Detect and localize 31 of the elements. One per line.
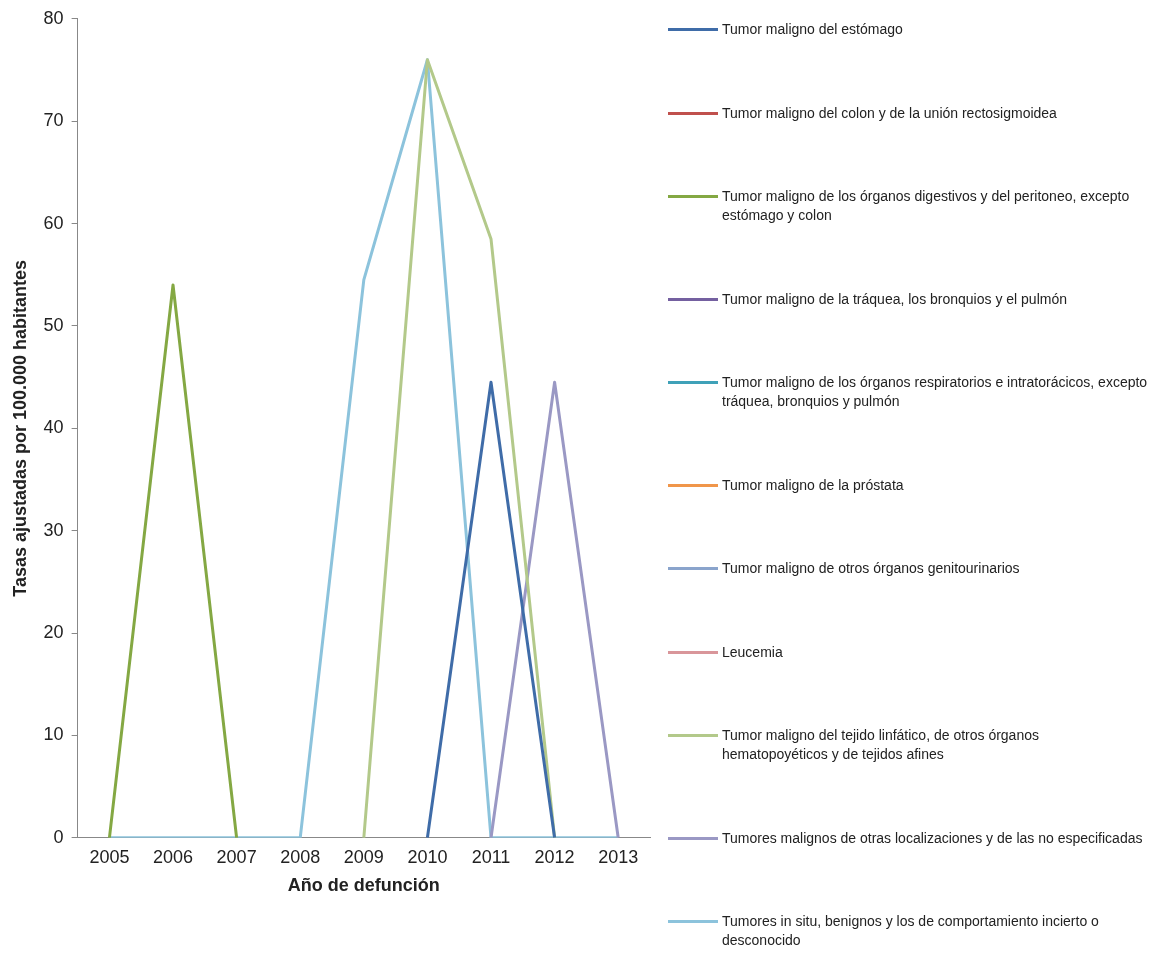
y-tick-label: 10: [43, 724, 64, 745]
x-tick-label: 2013: [598, 846, 639, 867]
legend-label: Tumores malignos de otras localizaciones y de las no especificadas: [722, 828, 1143, 848]
y-tick-label: 60: [43, 212, 64, 233]
legend-label: Tumores in situ, benignos y los de comportamiento incierto o desconocido: [722, 912, 1100, 950]
legend-label: Tumor maligno de la próstata: [722, 475, 904, 495]
y-tick-label: 20: [43, 622, 64, 643]
y-tick-label: 50: [43, 314, 64, 335]
x-tick-label: 2008: [280, 846, 321, 867]
x-axis-title: Año de defunción: [287, 875, 440, 896]
y-tick-label: 80: [43, 7, 64, 28]
y-tick-label: 0: [53, 826, 64, 847]
x-tick-label: 2009: [343, 846, 384, 867]
legend-label: Tumor maligno de la tráquea, los bronquios y el pulmón: [722, 289, 1068, 309]
legend-label: Leucemia: [722, 642, 783, 662]
legend-label: Tumor maligno de los órganos digestivos y del peritoneo, excepto estómago y colon: [722, 187, 1131, 225]
x-tick-label: 2010: [407, 846, 448, 867]
legend-label: Tumor maligno del estómago: [722, 20, 903, 39]
y-tick-label: 30: [43, 519, 64, 540]
y-axis-title: Tasas ajustadas por 100.000 habitantes: [9, 259, 30, 597]
x-tick-label: 2007: [216, 846, 257, 867]
x-tick-label: 2012: [534, 846, 575, 867]
legend-label: Tumor maligno del colon y de la unión rectosigmoidea: [722, 103, 1057, 123]
x-tick-label: 2006: [152, 846, 194, 867]
y-tick-label: 70: [43, 110, 64, 131]
x-tick-label: 2011: [471, 846, 511, 867]
x-tick-label: 2005: [89, 846, 130, 867]
legend-label: Tumor maligno de otros órganos genitourinarios: [722, 559, 1020, 578]
y-tick-label: 40: [43, 417, 64, 438]
legend-label: Tumor maligno del tejido linfático, de otros órganos hematopoyéticos y de tejidos afines: [722, 726, 1040, 764]
legend-label: Tumor maligno de los órganos respiratorios e intratorácicos, excepto tráquea, bronquios y pulmón: [722, 373, 1148, 411]
